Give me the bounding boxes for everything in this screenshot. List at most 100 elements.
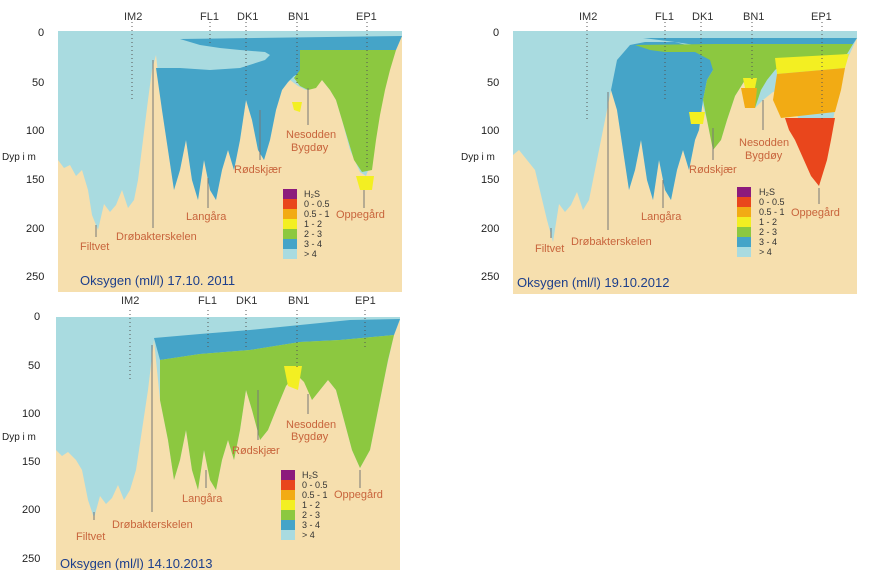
legend-label: 2 - 3 xyxy=(304,229,322,239)
legend-swatch xyxy=(283,209,297,219)
y-tick: 200 xyxy=(26,223,44,235)
y-tick: 250 xyxy=(22,553,40,565)
legend-label: 0 - 0.5 xyxy=(759,197,785,207)
legend: H₂S 0 - 0.5 0.5 - 1 1 - 2 2 - 3 3 - 4 > … xyxy=(281,470,328,540)
station-label-fl1: FL1 xyxy=(655,11,674,23)
water-3-to-4 xyxy=(611,42,715,200)
y-tick: 0 xyxy=(34,311,40,323)
place-label-drobakterskelen: Drøbakterskelen xyxy=(116,231,197,243)
place-label-nesodden: Nesodden xyxy=(286,129,336,141)
legend-label: > 4 xyxy=(302,530,315,540)
place-label-oppegard: Oppegård xyxy=(336,209,385,221)
place-label-nesodden: Nesodden xyxy=(739,137,789,149)
place-label-bygdoy: Bygdøy xyxy=(291,142,329,154)
legend-title: H₂S xyxy=(759,187,775,197)
place-label-langara: Langåra xyxy=(186,211,227,223)
legend-label: 0.5 - 1 xyxy=(759,207,785,217)
legend-label: 1 - 2 xyxy=(302,500,320,510)
water-0-5-to-1 xyxy=(773,68,845,118)
place-label-rodskjaer: Rødskjær xyxy=(689,164,737,176)
station-lines xyxy=(131,22,368,170)
y-tick: 200 xyxy=(481,223,499,235)
place-label-filtvet: Filtvet xyxy=(76,531,105,543)
station-label-ep1: EP1 xyxy=(811,11,832,23)
station-label-fl1: FL1 xyxy=(200,11,219,23)
legend-label: 0.5 - 1 xyxy=(304,209,330,219)
station-label-ep1: EP1 xyxy=(355,295,376,307)
place-label-drobakterskelen: Drøbakterskelen xyxy=(571,236,652,248)
water-2-to-3 xyxy=(160,335,394,490)
legend-label: 0 - 0.5 xyxy=(304,199,330,209)
water-1-to-2 xyxy=(292,102,302,112)
station-label-bn1: BN1 xyxy=(743,11,764,23)
place-label-filtvet: Filtvet xyxy=(80,241,109,253)
legend-label: 2 - 3 xyxy=(302,510,320,520)
y-axis-title: Dyp i m xyxy=(2,432,36,443)
place-label-rodskjaer: Rødskjær xyxy=(234,164,282,176)
y-tick: 100 xyxy=(481,125,499,137)
legend-swatch xyxy=(281,480,295,490)
legend-label: 0 - 0.5 xyxy=(302,480,328,490)
y-tick: 150 xyxy=(481,174,499,186)
water-3-to-4-surface xyxy=(643,38,857,48)
station-lines xyxy=(586,22,823,120)
legend-label: > 4 xyxy=(304,249,317,259)
place-label-langara: Langåra xyxy=(182,493,223,505)
water-0-to-0-5 xyxy=(785,118,835,186)
y-tick: 150 xyxy=(22,456,40,468)
legend-swatch xyxy=(737,197,751,207)
y-axis-title: Dyp i m xyxy=(461,152,495,163)
water-1-to-2 xyxy=(775,54,849,74)
water-3-to-4 xyxy=(156,36,402,200)
legend-swatch-h2s xyxy=(737,187,751,197)
legend-swatch xyxy=(281,500,295,510)
oxygen-section-2012: IM2 FL1 DK1 BN1 EP1 0 50 100 150 200 250… xyxy=(461,11,857,294)
water-0-5-to-1-bn1 xyxy=(741,88,757,108)
y-tick: 50 xyxy=(487,77,499,89)
y-tick: 0 xyxy=(38,27,44,39)
legend: H₂S 0 - 0.5 0.5 - 1 1 - 2 2 - 3 3 - 4 > … xyxy=(737,187,785,257)
station-label-dk1: DK1 xyxy=(236,295,257,307)
station-label-ep1: EP1 xyxy=(356,11,377,23)
place-label-filtvet: Filtvet xyxy=(535,243,564,255)
chart-panel-2013: IM2 FL1 DK1 BN1 EP1 0 50 100 150 200 250… xyxy=(0,290,420,570)
y-axis-title: Dyp i m xyxy=(2,152,36,163)
oxygen-section-2011: IM2 FL1 DK1 BN1 EP1 0 50 100 150 200 250… xyxy=(2,11,402,292)
legend-swatch xyxy=(281,510,295,520)
legend-label: 3 - 4 xyxy=(759,237,777,247)
y-tick: 0 xyxy=(493,27,499,39)
water-2-to-3 xyxy=(294,50,396,172)
station-label-im2: IM2 xyxy=(121,295,139,307)
legend-swatch xyxy=(737,247,751,257)
place-label-langara: Langåra xyxy=(641,211,682,223)
legend-swatch xyxy=(283,219,297,229)
oxygen-section-2013: IM2 FL1 DK1 BN1 EP1 0 50 100 150 200 250… xyxy=(2,295,400,570)
legend-swatch xyxy=(737,207,751,217)
place-label-bygdoy: Bygdøy xyxy=(745,150,783,162)
legend-label: 2 - 3 xyxy=(759,227,777,237)
legend-title: H₂S xyxy=(304,189,320,199)
water-1-to-2-deep xyxy=(356,176,374,190)
y-tick: 50 xyxy=(28,360,40,372)
legend-swatch xyxy=(283,239,297,249)
place-label-nesodden: Nesodden xyxy=(286,419,336,431)
legend-label: > 4 xyxy=(759,247,772,257)
legend-label: 3 - 4 xyxy=(302,520,320,530)
legend-swatch xyxy=(283,199,297,209)
water-1-to-2-bn1 xyxy=(743,78,757,88)
y-tick: 150 xyxy=(26,174,44,186)
station-label-im2: IM2 xyxy=(124,11,142,23)
place-label-rodskjaer: Rødskjær xyxy=(232,445,280,457)
legend-swatch xyxy=(281,530,295,540)
legend-swatch xyxy=(281,490,295,500)
legend-swatch-h2s xyxy=(281,470,295,480)
station-label-fl1: FL1 xyxy=(198,295,217,307)
legend: H₂S 0 - 0.5 0.5 - 1 1 - 2 2 - 3 3 - 4 > … xyxy=(283,189,330,259)
legend-swatch xyxy=(737,217,751,227)
y-tick: 250 xyxy=(481,271,499,283)
station-label-dk1: DK1 xyxy=(237,11,258,23)
station-label-im2: IM2 xyxy=(579,11,597,23)
legend-swatch-h2s xyxy=(283,189,297,199)
y-tick: 200 xyxy=(22,504,40,516)
chart-panel-2012: IM2 FL1 DK1 BN1 EP1 0 50 100 150 200 250… xyxy=(455,0,878,300)
